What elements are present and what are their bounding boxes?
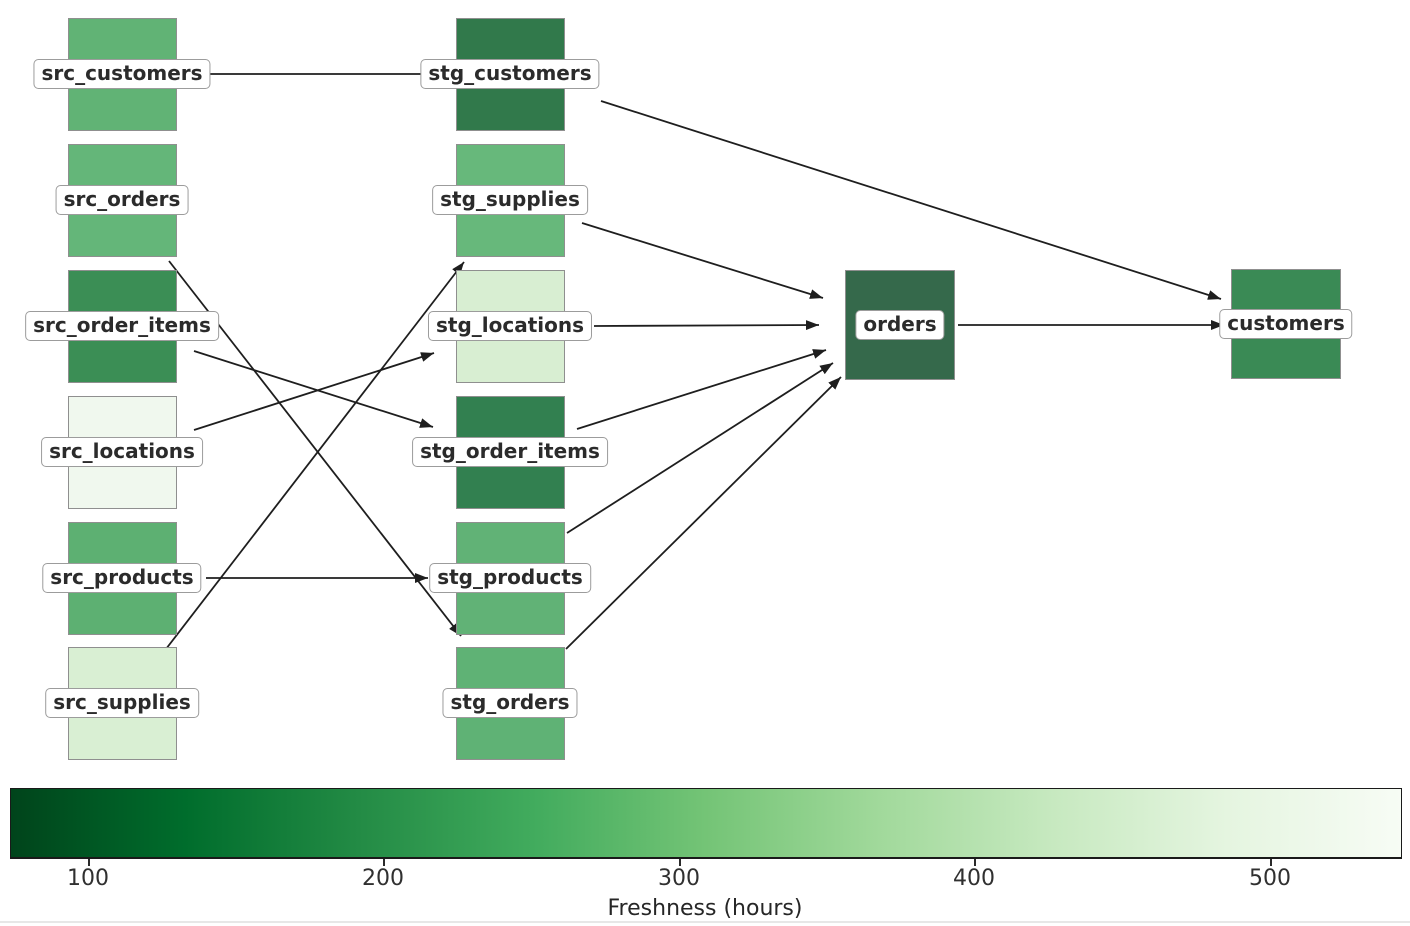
colorbar-tick xyxy=(974,859,976,866)
node-label-src_customers: src_customers xyxy=(33,59,211,89)
colorbar-tick xyxy=(1270,859,1272,866)
edge-stg_products-to-orders xyxy=(566,362,834,534)
node-label-stg_order_items: stg_order_items xyxy=(412,437,608,467)
node-label-src_order_items: src_order_items xyxy=(25,311,219,341)
node-label-customers: customers xyxy=(1219,309,1353,339)
node-label-stg_orders: stg_orders xyxy=(442,688,578,718)
node-label-stg_supplies: stg_supplies xyxy=(432,185,588,215)
node-label-src_orders: src_orders xyxy=(55,185,189,215)
edge-src_supplies-to-stg_supplies xyxy=(165,261,465,650)
node-label-src_supplies: src_supplies xyxy=(45,688,199,718)
node-label-stg_customers: stg_customers xyxy=(420,59,600,89)
colorbar-tick-label: 100 xyxy=(67,866,109,891)
edge-stg_supplies-to-orders xyxy=(581,222,824,299)
edges-group xyxy=(165,73,1224,650)
colorbar-tick-label: 400 xyxy=(953,866,995,891)
colorbar-tick-label: 200 xyxy=(362,866,404,891)
colorbar-tick xyxy=(88,859,90,866)
colorbar-gradient xyxy=(10,788,1402,859)
colorbar-axis-label: Freshness (hours) xyxy=(607,896,803,921)
colorbar-tick-label: 300 xyxy=(658,866,700,891)
figure-bottom-rule xyxy=(0,921,1410,923)
edge-stg_locations-to-orders xyxy=(593,320,820,331)
node-label-src_products: src_products xyxy=(42,563,202,593)
node-label-stg_locations: stg_locations xyxy=(427,311,593,341)
edge-stg_orders-to-orders xyxy=(565,376,842,650)
colorbar-tick xyxy=(679,859,681,866)
node-label-stg_products: stg_products xyxy=(429,563,591,593)
colorbar-tick xyxy=(383,859,385,866)
edge-src_locations-to-stg_locations xyxy=(193,352,435,431)
edge-stg_customers-to-customers xyxy=(600,100,1222,300)
node-label-orders: orders xyxy=(855,310,945,340)
edge-stg_order_items-to-orders xyxy=(576,349,827,430)
edge-src_order_items-to-stg_order_items xyxy=(193,350,434,428)
colorbar-tick-label: 500 xyxy=(1249,866,1291,891)
node-label-src_locations: src_locations xyxy=(41,437,203,467)
